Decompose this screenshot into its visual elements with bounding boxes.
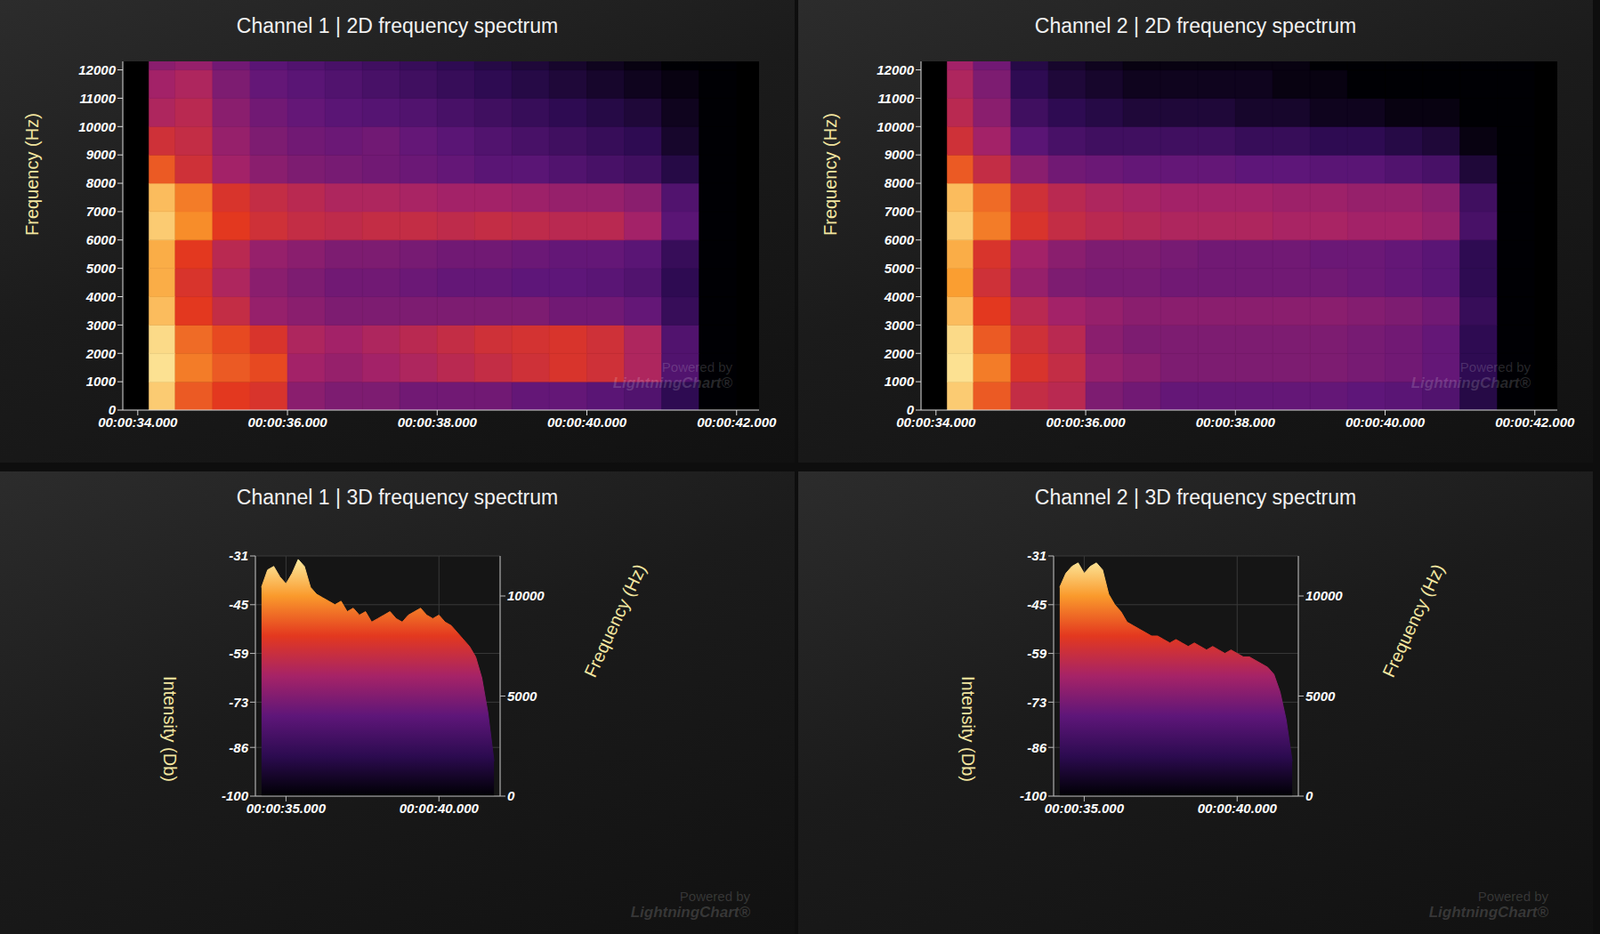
svg-text:7000: 7000	[884, 203, 915, 219]
svg-text:Frequency (Hz): Frequency (Hz)	[1378, 560, 1448, 680]
html-text:Powered by: Powered by	[1477, 888, 1549, 905]
svg-text:Intensity (Db): Intensity (Db)	[160, 676, 180, 783]
svg-text:12000: 12000	[78, 62, 116, 78]
html-text:LightningChart®: LightningChart®	[612, 374, 733, 392]
svg-text:-45: -45	[1026, 597, 1047, 613]
html-text:Channel 1 | 2D frequency spect: Channel 1 | 2D frequency spectrum	[236, 14, 559, 38]
svg-text:00:00:35.000: 00:00:35.000	[1044, 800, 1125, 817]
svg-text:10000: 10000	[78, 119, 116, 135]
svg-text:8000: 8000	[86, 175, 117, 191]
svg-text:3000: 3000	[884, 317, 915, 333]
html-text:Channel 2 | 2D frequency spect: Channel 2 | 2D frequency spectrum	[1034, 14, 1357, 38]
svg-text:3000: 3000	[86, 317, 117, 333]
html-text:Powered by: Powered by	[1460, 359, 1531, 375]
svg-text:Frequency (Hz): Frequency (Hz)	[22, 113, 42, 236]
svg-text:0: 0	[507, 788, 516, 804]
svg-text:00:00:34.000: 00:00:34.000	[896, 414, 976, 430]
svg-text:-86: -86	[228, 740, 249, 756]
svg-text:1000: 1000	[86, 373, 117, 389]
svg-text:0: 0	[108, 402, 117, 418]
svg-text:-45: -45	[228, 597, 249, 613]
svg-text:00:00:40.000: 00:00:40.000	[399, 800, 480, 817]
svg-text:00:00:34.000: 00:00:34.000	[98, 414, 178, 430]
svg-text:-59: -59	[228, 646, 249, 662]
html-text:LightningChart®: LightningChart®	[1411, 374, 1531, 392]
svg-text:-73: -73	[228, 694, 249, 711]
svg-text:9000: 9000	[86, 146, 117, 162]
svg-text:10000: 10000	[507, 588, 545, 604]
svg-text:Intensity (Db): Intensity (Db)	[958, 676, 978, 783]
svg-text:5000: 5000	[507, 688, 538, 704]
svg-text:4000: 4000	[883, 289, 915, 305]
svg-text:10000: 10000	[876, 119, 914, 135]
svg-text:9000: 9000	[884, 146, 915, 162]
svg-text:00:00:42.000: 00:00:42.000	[1494, 414, 1576, 430]
svg-text:4000: 4000	[85, 289, 117, 305]
svg-text:00:00:38.000: 00:00:38.000	[1195, 414, 1277, 430]
svg-text:-100: -100	[1019, 788, 1048, 804]
svg-text:-73: -73	[1026, 694, 1047, 711]
svg-text:-59: -59	[1026, 646, 1047, 662]
svg-text:00:00:35.000: 00:00:35.000	[246, 800, 327, 817]
svg-text:2000: 2000	[85, 346, 117, 362]
html-text:LightningChart®: LightningChart®	[630, 903, 751, 921]
html-text:Channel 1 | 3D frequency spect: Channel 1 | 3D frequency spectrum	[236, 485, 559, 510]
svg-text:5000: 5000	[1305, 688, 1336, 704]
svg-text:00:00:42.000: 00:00:42.000	[696, 414, 777, 430]
html-text:Powered by: Powered by	[661, 359, 733, 375]
svg-text:8000: 8000	[884, 175, 915, 191]
svg-text:00:00:36.000: 00:00:36.000	[1045, 414, 1126, 430]
svg-text:6000: 6000	[86, 232, 117, 248]
svg-text:00:00:36.000: 00:00:36.000	[247, 414, 328, 430]
svg-text:11000: 11000	[877, 90, 914, 106]
svg-text:00:00:40.000: 00:00:40.000	[1345, 414, 1426, 430]
html-text:Channel 2 | 3D frequency spect: Channel 2 | 3D frequency spectrum	[1034, 485, 1357, 510]
svg-text:12000: 12000	[876, 62, 914, 78]
html-text:LightningChart®: LightningChart®	[1428, 903, 1549, 921]
html-text:Powered by: Powered by	[679, 888, 751, 905]
svg-text:-31: -31	[228, 548, 249, 564]
svg-text:0: 0	[906, 402, 915, 418]
svg-text:00:00:40.000: 00:00:40.000	[547, 414, 628, 430]
svg-text:-86: -86	[1026, 740, 1047, 756]
svg-text:11000: 11000	[79, 90, 116, 106]
svg-text:-100: -100	[221, 788, 250, 804]
svg-text:10000: 10000	[1305, 588, 1343, 604]
svg-text:00:00:38.000: 00:00:38.000	[397, 414, 478, 430]
svg-text:Frequency (Hz): Frequency (Hz)	[580, 560, 650, 680]
svg-text:5000: 5000	[86, 260, 117, 276]
svg-text:-31: -31	[1026, 548, 1047, 564]
svg-text:1000: 1000	[884, 373, 915, 389]
svg-text:6000: 6000	[884, 232, 915, 248]
svg-text:0: 0	[1305, 788, 1314, 804]
svg-text:5000: 5000	[884, 260, 915, 276]
svg-text:Frequency (Hz): Frequency (Hz)	[820, 113, 841, 236]
svg-text:00:00:40.000: 00:00:40.000	[1197, 800, 1278, 817]
svg-text:7000: 7000	[86, 203, 117, 219]
svg-text:2000: 2000	[883, 346, 915, 362]
